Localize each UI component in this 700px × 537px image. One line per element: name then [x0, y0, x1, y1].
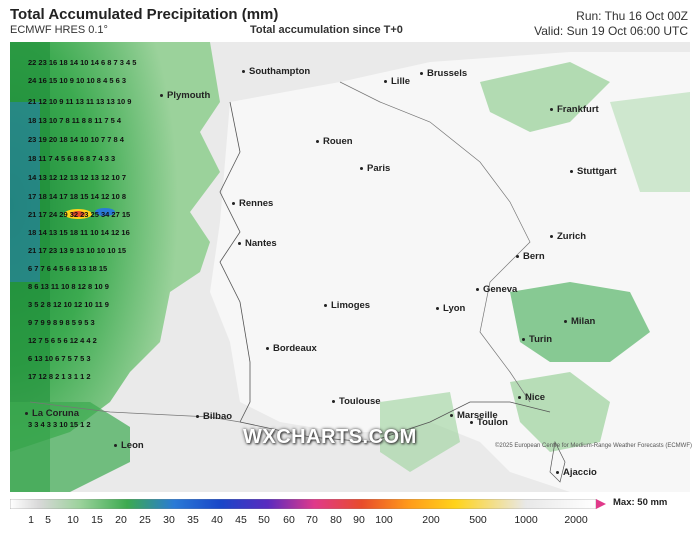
city-label[interactable]: Nice: [518, 392, 545, 403]
subtitle: Total accumulation since T+0: [250, 24, 403, 36]
legend-tick: 50: [258, 514, 270, 526]
legend-tick: 1000: [514, 514, 538, 526]
city-label[interactable]: Southampton: [242, 66, 310, 77]
value-row: 17 12 8 2 1 3 1 1 2: [28, 372, 91, 381]
legend-max-label: Max: 50 mm: [613, 497, 668, 508]
city-label[interactable]: Bordeaux: [266, 343, 317, 354]
legend-tick: 35: [187, 514, 199, 526]
legend-tick: 2000: [564, 514, 588, 526]
city-label[interactable]: Zurich: [550, 231, 586, 242]
legend-tick: 200: [422, 514, 440, 526]
city-label[interactable]: Turin: [522, 334, 552, 345]
city-label[interactable]: Geneva: [476, 284, 517, 295]
model-label: ECMWF HRES 0.1°: [10, 24, 108, 36]
city-label[interactable]: Bilbao: [196, 411, 232, 422]
legend-tick: 15: [91, 514, 103, 526]
copyright-note: ©2025 European Centre for Medium-Range W…: [494, 443, 692, 449]
value-row: 18 11 7 4 5 6 8 6 8 7 4 3 3: [28, 154, 116, 163]
value-row: 17 18 14 17 18 15 14 12 10 8: [28, 192, 127, 201]
city-label[interactable]: Ajaccio: [556, 467, 597, 478]
city-label[interactable]: Stuttgart: [570, 166, 617, 177]
wxcharts-watermark: WXCHARTS.COM: [243, 426, 417, 448]
city-label[interactable]: Brussels: [420, 68, 467, 79]
precipitation-map[interactable]: 22 23 16 18 14 10 14 6 8 7 3 4 5 24 16 1…: [10, 42, 690, 492]
legend-tick: 100: [375, 514, 393, 526]
city-label[interactable]: La Coruna: [25, 408, 79, 419]
city-label[interactable]: Bern: [516, 251, 545, 262]
value-row: 8 6 13 11 10 8 12 8 10 9: [28, 282, 109, 291]
value-row: 21 17 24 29 32 23 25 34 27 15: [28, 210, 131, 219]
city-label[interactable]: Limoges: [324, 300, 370, 311]
map-canvas: [10, 42, 690, 492]
legend-tick: 45: [235, 514, 247, 526]
value-row: 18 13 10 7 8 11 8 8 11 7 5 4: [28, 116, 122, 125]
legend-tick: 40: [211, 514, 223, 526]
value-row: 24 16 15 10 9 10 10 8 4 5 6 3: [28, 76, 127, 85]
legend-tick: 500: [469, 514, 487, 526]
city-label[interactable]: Lyon: [436, 303, 465, 314]
valid-time: Valid: Sun 19 Oct 06:00 UTC: [534, 24, 688, 38]
legend-tick: 90: [353, 514, 365, 526]
city-label[interactable]: Nantes: [238, 238, 277, 249]
legend-colorbar: [10, 499, 606, 509]
legend-tick: 1: [28, 514, 34, 526]
header: Total Accumulated Precipitation (mm) ECM…: [0, 0, 700, 40]
city-label[interactable]: Rennes: [232, 198, 273, 209]
value-labels: 22 23 16 18 14 10 14 6 8 7 3 4 5 24 16 1…: [10, 42, 690, 492]
value-row: 18 14 13 15 18 11 10 14 12 16: [28, 228, 130, 237]
legend-tick: 20: [115, 514, 127, 526]
value-row: 22 23 16 18 14 10 14 6 8 7 3 4 5: [28, 58, 137, 67]
legend-tick: 70: [306, 514, 318, 526]
city-label[interactable]: Paris: [360, 163, 390, 174]
legend-tick: 10: [67, 514, 79, 526]
city-label[interactable]: Toulouse: [332, 396, 381, 407]
chart-title: Total Accumulated Precipitation (mm): [10, 6, 279, 23]
value-row: 6 7 7 6 4 5 6 8 13 18 15: [28, 264, 108, 273]
value-row: 14 13 12 12 13 12 13 12 10 7: [28, 173, 127, 182]
city-label[interactable]: Lille: [384, 76, 410, 87]
city-label[interactable]: Rouen: [316, 136, 353, 147]
legend-tick: 30: [163, 514, 175, 526]
value-row: 3 3 4 3 3 10 15 1 2: [28, 420, 91, 429]
value-row: 6 13 10 6 7 5 7 5 3: [28, 354, 91, 363]
legend-tick: 25: [139, 514, 151, 526]
city-label[interactable]: Leon: [114, 440, 144, 451]
value-row: 3 5 2 8 12 10 12 10 11 9: [28, 300, 109, 309]
city-label[interactable]: Frankfurt: [550, 104, 599, 115]
value-row: 21 17 23 13 9 13 10 10 10 15: [28, 246, 127, 255]
value-row: 9 7 9 9 8 9 8 5 9 5 3: [28, 318, 95, 327]
city-label[interactable]: Milan: [564, 316, 595, 327]
value-row: 23 19 20 18 14 10 10 7 7 8 4: [28, 135, 124, 144]
city-label[interactable]: Marseille: [450, 410, 498, 421]
legend-tick: 60: [283, 514, 295, 526]
run-time: Run: Thu 16 Oct 00Z: [576, 9, 688, 23]
legend-tick: 80: [330, 514, 342, 526]
value-row: 12 7 5 6 5 6 12 4 4 2: [28, 336, 97, 345]
value-row: 21 12 10 9 11 13 11 13 13 10 9: [28, 97, 132, 106]
city-label[interactable]: Toulon: [470, 417, 508, 428]
city-label[interactable]: Plymouth: [160, 90, 210, 101]
legend-tick: 5: [45, 514, 51, 526]
